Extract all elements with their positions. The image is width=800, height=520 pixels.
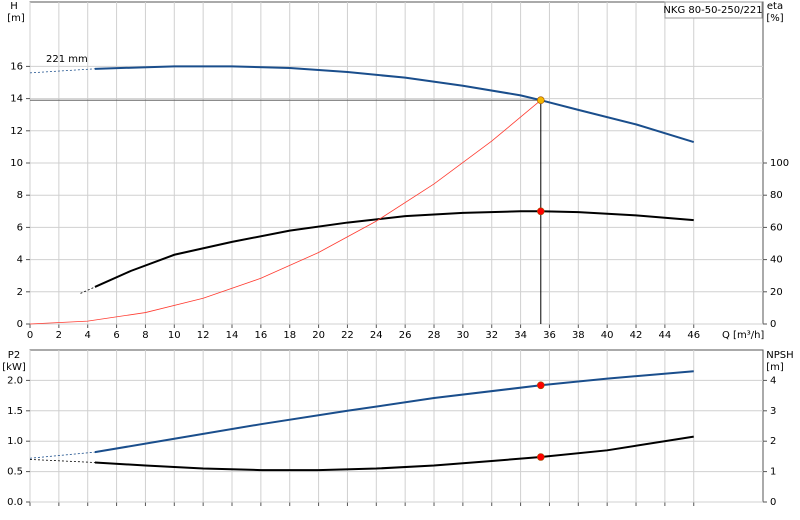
y2-tick-label: 2 (770, 436, 776, 447)
y-axis-unit: [m] (7, 13, 25, 24)
x-tick-label: 12 (197, 330, 210, 341)
x-tick-label: 18 (283, 330, 296, 341)
x-tick-label: 32 (485, 330, 498, 341)
y2-tick-label: 1 (770, 467, 776, 478)
x-tick-label: 6 (113, 330, 119, 341)
y2-axis-unit: [m] (766, 362, 784, 373)
y2-axis-unit: [%] (766, 13, 783, 24)
title-box (664, 1, 763, 19)
x-tick-label: 14 (226, 330, 239, 341)
y2-tick-label: 4 (770, 375, 776, 386)
x-tick-label: 28 (428, 330, 441, 341)
y-tick-label: 1.5 (7, 406, 23, 417)
curve (94, 435, 694, 472)
x-tick-label: 40 (601, 330, 614, 341)
curve (94, 65, 695, 144)
y-tick-label: 16 (10, 61, 23, 72)
y-tick-label: 2 (17, 287, 23, 298)
x-tick-label: 8 (142, 330, 148, 341)
x-tick-label: 30 (457, 330, 470, 341)
y2-tick-label: 80 (770, 190, 783, 201)
x-tick-label: 20 (312, 330, 325, 341)
y-tick-label: 12 (10, 126, 23, 137)
annotation: 221 mm (46, 54, 88, 65)
operating-point (536, 381, 545, 390)
x-tick-label: 26 (399, 330, 412, 341)
x-tick-label: 44 (659, 330, 672, 341)
x-tick-label: 36 (543, 330, 556, 341)
plot-area (29, 349, 764, 503)
x-tick-label: 38 (572, 330, 585, 341)
y-tick-label: 6 (17, 222, 23, 233)
y2-axis-label: NPSH (766, 350, 793, 361)
operating-point (536, 96, 545, 105)
x-tick-label: 46 (687, 330, 700, 341)
y-tick-label: 0.0 (7, 497, 23, 508)
x-tick-label: 22 (341, 330, 354, 341)
y2-tick-label: 3 (770, 406, 776, 417)
x-axis-label: Q [m³/h] (722, 330, 764, 341)
y2-tick-label: 0 (770, 319, 776, 330)
y2-tick-label: 60 (770, 222, 783, 233)
chart-title: NKG 80-50-250/221 (663, 5, 762, 16)
curve (29, 451, 95, 459)
y2-tick-label: 20 (770, 287, 783, 298)
y2-tick-label: 0 (770, 497, 776, 508)
y-tick-label: 1.0 (7, 436, 23, 447)
curve (29, 459, 95, 463)
y-tick-label: 0 (17, 319, 23, 330)
operating-point (536, 453, 545, 461)
y-tick-label: 0.5 (7, 467, 23, 478)
y-tick-label: 14 (10, 94, 23, 105)
curve (29, 99, 542, 325)
y-tick-label: 10 (10, 158, 23, 169)
x-tick-label: 42 (630, 330, 643, 341)
y2-tick-label: 40 (770, 255, 783, 266)
curve (80, 286, 96, 294)
operating-point (536, 207, 545, 216)
x-tick-label: 10 (168, 330, 181, 341)
x-tick-label: 24 (370, 330, 383, 341)
y2-tick-label: 100 (770, 158, 789, 169)
curve (29, 68, 95, 74)
y-axis-label: P2 (8, 350, 20, 361)
y-tick-label: 4 (17, 255, 23, 266)
x-tick-label: 2 (56, 330, 62, 341)
y-tick-label: 8 (17, 190, 23, 201)
x-tick-label: 34 (514, 330, 527, 341)
y2-axis-label: eta (767, 1, 783, 12)
x-tick-label: 16 (254, 330, 267, 341)
y-axis-unit: [kW] (2, 362, 26, 373)
x-tick-label: 0 (27, 330, 33, 341)
y-tick-label: 2.0 (7, 375, 23, 386)
x-tick-label: 4 (85, 330, 91, 341)
curve (94, 210, 694, 288)
curve (94, 370, 694, 454)
y-axis-label: H (10, 1, 18, 12)
